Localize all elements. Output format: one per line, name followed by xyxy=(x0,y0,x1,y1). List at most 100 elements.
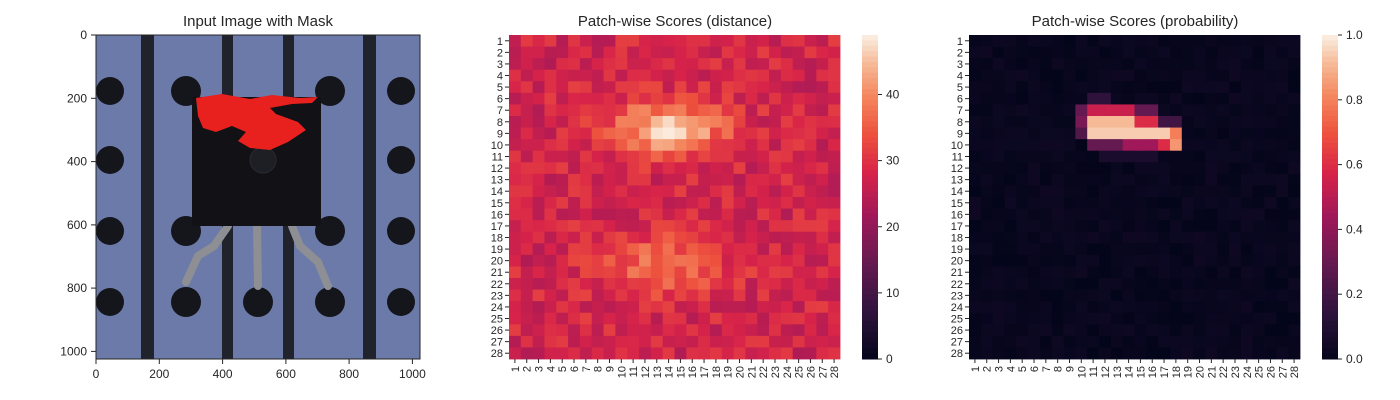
heatmap-cell xyxy=(816,312,829,325)
heatmap-cell xyxy=(1063,312,1076,325)
heatmap-row-label: 3 xyxy=(497,59,503,71)
heatmap-cell xyxy=(1288,208,1301,221)
probability-heatmap-title: Patch-wise Scores (probability) xyxy=(1032,13,1239,30)
heatmap-row-label: 12 xyxy=(951,163,963,175)
colorbar-segment xyxy=(862,40,878,47)
heatmap-cell xyxy=(1004,208,1017,221)
colorbar-segment xyxy=(1322,153,1338,160)
heatmap-cell xyxy=(532,335,545,348)
heatmap-cell xyxy=(568,254,581,267)
heatmap-cell xyxy=(662,150,675,163)
heatmap-cell xyxy=(1122,69,1135,82)
colorbar-segment xyxy=(862,89,878,95)
heatmap-cell xyxy=(969,127,982,140)
heatmap-cell xyxy=(591,220,604,233)
heatmap-cell xyxy=(804,127,817,140)
heatmap-cell xyxy=(1110,243,1124,256)
heatmap-cell xyxy=(828,254,841,267)
component-leads xyxy=(182,222,332,290)
heatmap-cell xyxy=(1122,254,1135,267)
heatmap-cell xyxy=(579,301,593,314)
heatmap-cell xyxy=(1122,347,1135,360)
colorbar-segment xyxy=(862,267,878,274)
heatmap-cell xyxy=(520,231,534,244)
heatmap-cell xyxy=(969,243,982,256)
heatmap-cell xyxy=(780,347,794,360)
heatmap-cell xyxy=(1205,139,1218,152)
heatmap-cell xyxy=(1099,266,1112,279)
heatmap-cell xyxy=(1016,289,1029,302)
heatmap-cell xyxy=(1134,69,1147,82)
heatmap-cell xyxy=(1099,324,1112,337)
heatmap-cell xyxy=(1276,46,1289,59)
heatmap-cell xyxy=(1051,116,1064,128)
heatmap-cell xyxy=(1229,231,1242,244)
heatmap-cell xyxy=(1252,254,1265,267)
heatmap-cell xyxy=(1075,69,1088,82)
heatmap-cell xyxy=(650,289,664,302)
image-hole xyxy=(96,217,124,245)
heatmap-cell xyxy=(591,312,604,325)
heatmap-cell xyxy=(615,243,628,256)
heatmap-cell xyxy=(615,81,628,94)
colorbar-segment xyxy=(1322,294,1338,301)
heatmap-cell xyxy=(579,92,593,105)
colorbar-segment xyxy=(862,294,878,301)
heatmap-cell xyxy=(1122,289,1135,302)
heatmap-cell xyxy=(780,139,794,152)
colorbar-segment xyxy=(862,35,878,41)
heatmap-cell xyxy=(1158,335,1171,348)
heatmap-cell xyxy=(1122,185,1135,198)
heatmap-cell xyxy=(1039,92,1053,105)
heatmap-cell xyxy=(1099,58,1112,71)
heatmap-cell xyxy=(615,289,628,302)
heatmap-cell xyxy=(733,69,746,82)
colorbar-segment xyxy=(862,56,878,63)
heatmap-cell xyxy=(1181,335,1195,348)
heatmap-cell xyxy=(1193,312,1206,325)
heatmap-cell xyxy=(509,162,522,175)
heatmap-cell xyxy=(556,81,569,94)
heatmap-cell xyxy=(556,266,569,279)
heatmap-cell xyxy=(1240,254,1254,267)
heatmap-row-label: 28 xyxy=(491,348,503,360)
heatmap-cell xyxy=(1181,104,1195,117)
heatmap-cell xyxy=(1264,301,1277,314)
colorbar-tick-label: 0.0 xyxy=(1346,352,1363,366)
heatmap-cell xyxy=(1229,289,1242,302)
heatmap-cell xyxy=(828,104,841,117)
heatmap-cell xyxy=(1016,243,1029,256)
colorbar-segment xyxy=(1322,213,1338,220)
heatmap-cell xyxy=(1181,139,1195,152)
heatmap-cell xyxy=(639,58,652,71)
heatmap-cell xyxy=(568,278,581,290)
heatmap-cell xyxy=(591,254,604,267)
colorbar-segment xyxy=(1322,164,1338,171)
heatmap-col-label: 17 xyxy=(1159,366,1171,378)
heatmap-cell xyxy=(639,69,652,82)
colorbar-segment xyxy=(862,78,878,85)
heatmap-cell xyxy=(816,116,829,128)
heatmap-col-label: 6 xyxy=(569,366,581,372)
heatmap-cell xyxy=(709,173,723,186)
heatmap-cell xyxy=(686,324,699,337)
heatmap-cell xyxy=(709,231,723,244)
heatmap-cell xyxy=(627,58,640,71)
heatmap-cell xyxy=(686,335,699,348)
heatmap-cell xyxy=(1158,92,1171,105)
heatmap-cell xyxy=(1099,208,1112,221)
heatmap-cell xyxy=(992,289,1005,302)
heatmap-row-label: 2 xyxy=(957,47,963,59)
probability-heatmap-row-labels: 1234567891011121314151617181920212223242… xyxy=(951,36,969,360)
heatmap-cell xyxy=(1016,266,1029,279)
heatmap-cell xyxy=(1122,127,1135,140)
heatmap-cell xyxy=(1122,139,1135,152)
heatmap-cell xyxy=(686,278,699,290)
heatmap-col-label: 5 xyxy=(557,366,569,372)
heatmap-cell xyxy=(804,185,817,198)
heatmap-col-label: 1 xyxy=(510,366,522,372)
heatmap-cell xyxy=(792,150,805,163)
heatmap-cell xyxy=(980,335,994,348)
heatmap-cell xyxy=(757,254,770,267)
heatmap-cell xyxy=(1075,324,1088,337)
